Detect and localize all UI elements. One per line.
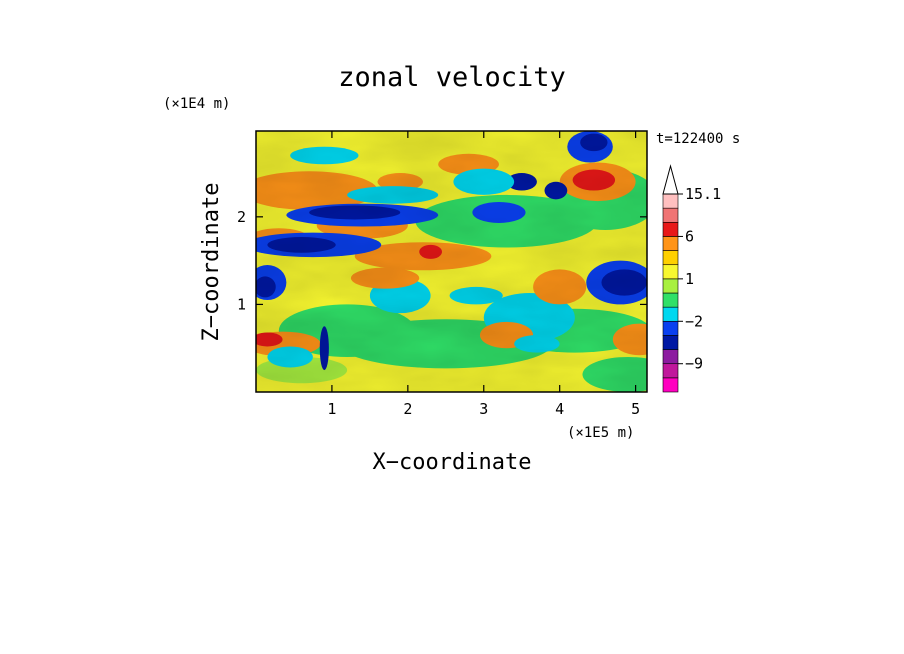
colorbar-box [662,377,679,393]
colorbar-box [662,236,679,251]
y-axis: 12 [237,208,647,313]
y-tick-label: 1 [237,295,246,313]
field-plot [256,131,647,392]
plot-frame [255,130,648,393]
x-tick-label: 5 [631,400,640,418]
colorbar: 15.1 6 1 −2 −9 [662,164,721,393]
time-label: t=122400 s [656,131,740,147]
colorbar-tick-label: −2 [685,312,703,330]
x-tick-label: 4 [555,400,564,418]
colorbar-box [662,306,679,322]
colorbar-tick-label: 6 [685,227,694,245]
colorbar-extend-arrow [662,164,679,195]
colorbar-box [662,250,679,266]
y-tick-label: 2 [237,208,246,226]
colorbar-box [662,193,679,209]
y-unit-label: (×1E4 m) [163,96,230,112]
x-unit-label: (×1E5 m) [567,425,634,441]
colorbar-box [662,207,679,223]
colorbar-box [662,278,679,294]
chart-title: zonal velocity [338,62,566,93]
colorbar-box [662,320,679,336]
colorbar-box [662,292,679,308]
x-axis: 1 2 3 4 5 [327,131,640,418]
colorbar-box [662,335,679,350]
x-tick-label: 2 [403,400,412,418]
colorbar-tick-label: −9 [685,355,703,373]
field-contours [256,131,647,392]
x-axis-label: X−coordinate [373,450,532,475]
colorbar-box [662,221,679,237]
x-tick-label: 1 [327,400,336,418]
colorbar-tick-label: 15.1 [685,185,721,203]
colorbar-box [662,363,679,379]
colorbar-tick-label: 1 [685,270,694,288]
y-axis-label: Z−coordinate [199,183,224,342]
colorbar-box [662,349,679,365]
x-tick-label: 3 [479,400,488,418]
texture [256,131,647,392]
colorbar-box [662,264,679,280]
